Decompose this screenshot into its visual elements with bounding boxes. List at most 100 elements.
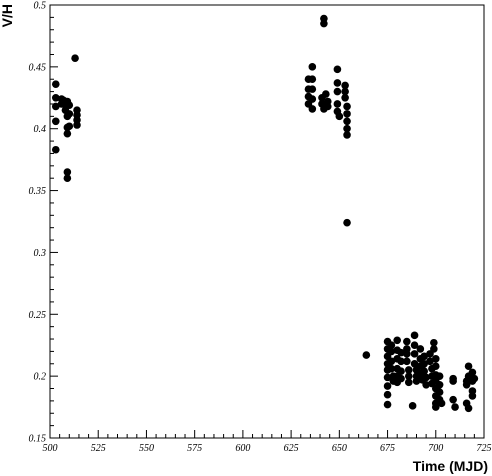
data-point <box>335 112 344 121</box>
data-point <box>323 102 332 111</box>
data-point <box>397 374 405 383</box>
y-tick-label: 0.4 <box>34 124 47 135</box>
x-tick-label: 500 <box>43 443 58 454</box>
plot-frame <box>49 4 485 439</box>
data-point <box>333 65 342 74</box>
data-point <box>404 366 413 374</box>
x-tick-label: 675 <box>380 443 395 454</box>
data-point <box>343 131 351 139</box>
data-point <box>387 341 396 350</box>
data-point <box>431 355 440 363</box>
data-point <box>451 403 459 411</box>
data-point <box>333 79 342 87</box>
data-point <box>343 110 351 118</box>
data-point <box>343 117 351 126</box>
y-tick-label: 0.45 <box>29 62 47 73</box>
data-point <box>65 101 74 110</box>
data-point <box>416 345 425 353</box>
data-point <box>462 381 471 389</box>
data-point <box>403 337 411 346</box>
data-point <box>408 402 417 410</box>
data-point <box>449 395 457 404</box>
data-point <box>435 388 444 397</box>
data-point <box>308 63 317 71</box>
data-point <box>470 374 479 383</box>
data-point <box>63 129 72 138</box>
data-point <box>333 87 342 96</box>
x-tick-label: 700 <box>428 443 443 454</box>
data-points <box>51 14 479 413</box>
data-point <box>63 174 72 182</box>
data-point <box>343 102 351 111</box>
y-tick-label: 0.25 <box>29 310 47 321</box>
y-tick-label: 0.5 <box>34 1 47 12</box>
x-tick-label: 550 <box>139 443 154 454</box>
data-point <box>404 378 413 387</box>
data-point <box>449 377 457 385</box>
data-point <box>65 110 74 118</box>
data-point <box>410 341 419 350</box>
data-point <box>51 145 60 154</box>
data-point <box>437 399 446 408</box>
data-point <box>341 93 349 102</box>
data-point <box>410 331 419 340</box>
data-point <box>464 404 473 413</box>
data-point <box>71 54 79 62</box>
data-point <box>383 373 392 382</box>
x-tick-label: 725 <box>477 443 492 454</box>
data-point <box>410 350 419 358</box>
data-point <box>383 390 392 399</box>
data-point <box>343 218 351 227</box>
data-point <box>431 403 440 411</box>
data-point <box>420 367 429 375</box>
data-point <box>51 80 60 88</box>
x-tick-label: 525 <box>91 443 106 454</box>
data-point <box>65 122 74 131</box>
y-axis: 0.15 0.2 0.25 0.3 0.35 0.4 0.45 0.5 <box>29 1 58 445</box>
data-point <box>420 359 429 368</box>
data-point <box>387 357 396 366</box>
data-point <box>51 117 60 126</box>
data-point <box>51 93 60 102</box>
x-tick-label: 575 <box>187 443 202 454</box>
data-point <box>435 372 444 380</box>
y-tick-label: 0.3 <box>34 248 47 259</box>
data-point <box>422 373 430 382</box>
data-point <box>431 362 440 371</box>
data-point <box>308 95 317 103</box>
data-point <box>387 347 396 356</box>
data-point <box>410 359 419 368</box>
x-tick-label: 625 <box>284 443 299 454</box>
data-point <box>397 348 405 357</box>
data-point <box>333 100 342 108</box>
data-point <box>435 381 444 389</box>
data-point <box>422 381 430 389</box>
data-point <box>412 377 421 385</box>
data-point <box>426 357 434 366</box>
data-point <box>468 368 477 377</box>
data-point <box>393 336 402 345</box>
data-point <box>420 352 429 361</box>
data-point <box>63 168 72 176</box>
data-point <box>383 382 392 390</box>
data-point <box>308 75 317 84</box>
data-point <box>308 105 317 113</box>
data-point <box>322 90 330 98</box>
y-axis-label: V/H <box>0 4 15 27</box>
data-point <box>308 85 317 93</box>
data-point <box>73 121 81 129</box>
data-point <box>341 81 349 90</box>
data-point <box>343 124 351 133</box>
x-tick-label: 650 <box>332 443 347 454</box>
data-point <box>430 345 438 353</box>
data-point <box>464 362 473 371</box>
data-point <box>397 367 405 375</box>
data-point <box>430 338 438 347</box>
x-axis: 500 525 550 575 600 625 650 675 700 725 <box>43 430 492 454</box>
data-point <box>397 357 405 366</box>
data-point <box>320 19 328 28</box>
data-point <box>51 102 60 111</box>
y-tick-label: 0.15 <box>29 434 47 445</box>
y-tick-label: 0.35 <box>29 186 47 197</box>
